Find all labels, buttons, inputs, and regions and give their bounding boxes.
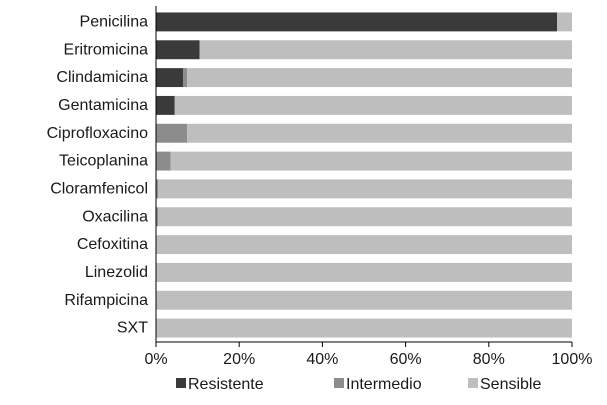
legend-swatch-sensible bbox=[468, 378, 478, 388]
category-labels: Penicilina Eritromicina Clindamicina Gentam… bbox=[47, 13, 149, 336]
category-label-teicoplanina: Teicoplanina bbox=[59, 153, 148, 170]
bar-clindamicina-sensible bbox=[187, 68, 572, 88]
legend-label-sensible: Sensible bbox=[480, 376, 541, 393]
x-axis: 0% 20% 40% 60% 80% 100% bbox=[144, 6, 592, 368]
legend-label-resistente: Resistente bbox=[188, 376, 264, 393]
bar-sxt-sensible bbox=[156, 318, 572, 338]
legend-label-intermedio: Intermedio bbox=[346, 376, 422, 393]
bar-linezolid-sensible bbox=[156, 262, 572, 282]
bar-cloramfenicol-sensible bbox=[158, 179, 572, 199]
x-tick-label: 40% bbox=[306, 351, 338, 368]
legend-swatch-intermedio bbox=[334, 378, 344, 388]
category-label-eritromicina: Eritromicina bbox=[64, 41, 149, 58]
bar-cefoxitina-sensible bbox=[156, 235, 572, 255]
category-label-penicilina: Penicilina bbox=[80, 13, 149, 30]
bar-oxacilina-intermedio bbox=[156, 207, 159, 227]
bars-layer bbox=[156, 12, 572, 338]
bar-gentamicina-resistente bbox=[156, 95, 175, 115]
bar-oxacilina-sensible bbox=[158, 207, 572, 227]
bar-penicilina-sensible bbox=[557, 12, 572, 32]
bar-clindamicina-intermedio bbox=[183, 68, 188, 88]
bar-clindamicina-resistente bbox=[156, 68, 184, 88]
category-label-gentamicina: Gentamicina bbox=[58, 97, 148, 114]
legend: Resistente Intermedio Sensible bbox=[176, 376, 541, 393]
x-tick-label: 20% bbox=[223, 351, 255, 368]
bar-gentamicina-sensible bbox=[174, 95, 572, 115]
x-tick-label: 80% bbox=[473, 351, 505, 368]
category-label-cloramfenicol: Cloramfenicol bbox=[50, 180, 148, 197]
bar-teicoplanina-intermedio bbox=[156, 151, 171, 171]
category-label-clindamicina: Clindamicina bbox=[56, 69, 148, 86]
category-label-linezolid: Linezolid bbox=[85, 264, 148, 281]
bar-rifampicina-sensible bbox=[156, 290, 572, 310]
category-label-oxacilina: Oxacilina bbox=[82, 208, 148, 225]
category-label-ciprofloxacino: Ciprofloxacino bbox=[47, 125, 148, 142]
bar-ciprofloxacino-intermedio bbox=[156, 123, 188, 143]
bar-teicoplanina-sensible bbox=[170, 151, 572, 171]
category-label-cefoxitina: Cefoxitina bbox=[77, 236, 148, 253]
bar-cloramfenicol-intermedio bbox=[156, 179, 159, 199]
x-tick-label: 100% bbox=[552, 351, 593, 368]
category-label-rifampicina: Rifampicina bbox=[64, 292, 148, 309]
x-tick-label: 60% bbox=[390, 351, 422, 368]
x-tick-label: 0% bbox=[144, 351, 167, 368]
bar-ciprofloxacino-sensible bbox=[187, 123, 572, 143]
bar-penicilina-resistente bbox=[156, 12, 558, 32]
category-label-sxt: SXT bbox=[117, 320, 148, 337]
bar-eritromicina-sensible bbox=[199, 40, 572, 60]
legend-swatch-resistente bbox=[176, 378, 186, 388]
bar-eritromicina-resistente bbox=[156, 40, 200, 60]
